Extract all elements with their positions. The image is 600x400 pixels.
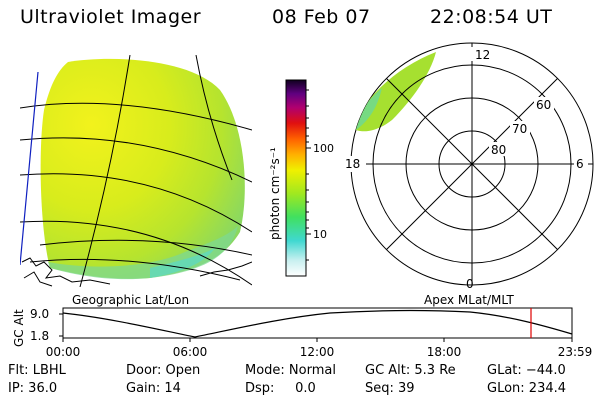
x-tick-2359: 23:59	[558, 345, 593, 359]
geo-grid	[20, 55, 252, 287]
x-tick-1800: 18:00	[427, 345, 462, 359]
gc-alt-axis-label: GC Alt	[12, 309, 26, 347]
mlat-label-60: 60	[536, 98, 551, 112]
mlt-label-6: 6	[576, 157, 584, 171]
mlat-label-80: 80	[491, 143, 506, 157]
colorbar-tick-10: 10	[313, 228, 327, 241]
observation-time: 22:08:54 UT	[430, 6, 553, 28]
seq-readout: Seq: 39	[365, 381, 415, 396]
terminator-line	[20, 71, 39, 266]
dsp-readout: Dsp: 0.0	[245, 381, 316, 396]
observation-date: 08 Feb 07	[272, 6, 371, 28]
ip-readout: IP: 36.0	[8, 381, 58, 396]
geographic-label: Geographic Lat/Lon	[72, 293, 189, 307]
y-tick-1-8: 1.8	[30, 329, 49, 343]
earth-image-panel	[20, 55, 252, 287]
cyan-edge-patch	[150, 248, 215, 278]
instrument-title: Ultraviolet Imager	[20, 6, 202, 28]
x-tick-0600: 06:00	[173, 345, 208, 359]
glat-readout: GLat: −44.0	[487, 363, 566, 378]
mlt-label-0: 0	[466, 277, 474, 291]
polar-auroral-patch	[356, 52, 436, 132]
mlt-label-18: 18	[345, 157, 360, 171]
polar-auroral-patch-edge	[356, 88, 382, 130]
altitude-plot	[59, 307, 573, 342]
glon-readout: GLon: 234.4	[487, 381, 567, 396]
mlt-label-12: 12	[475, 48, 490, 62]
mlat-label-70: 70	[512, 122, 527, 136]
gain-readout: Gain: 14	[126, 381, 181, 396]
door-readout: Door: Open	[126, 363, 201, 378]
altitude-curve	[62, 310, 573, 338]
colorbar-ticks	[306, 89, 311, 261]
y-tick-9: 9.0	[30, 307, 49, 321]
polar-plot	[350, 42, 594, 286]
filter-readout: Flt: LBHL	[8, 363, 66, 378]
apex-label: Apex MLat/MLT	[424, 293, 514, 307]
x-tick-0000: 00:00	[46, 345, 81, 359]
colorbar-label: photon cm⁻²s⁻¹	[268, 147, 282, 240]
colorbar	[285, 79, 307, 277]
mode-readout: Mode: Normal	[245, 363, 336, 378]
gc-alt-readout: GC Alt: 5.3 Re	[365, 363, 456, 378]
colorbar-tick-100: 100	[313, 142, 334, 155]
x-tick-1200: 12:00	[300, 345, 335, 359]
